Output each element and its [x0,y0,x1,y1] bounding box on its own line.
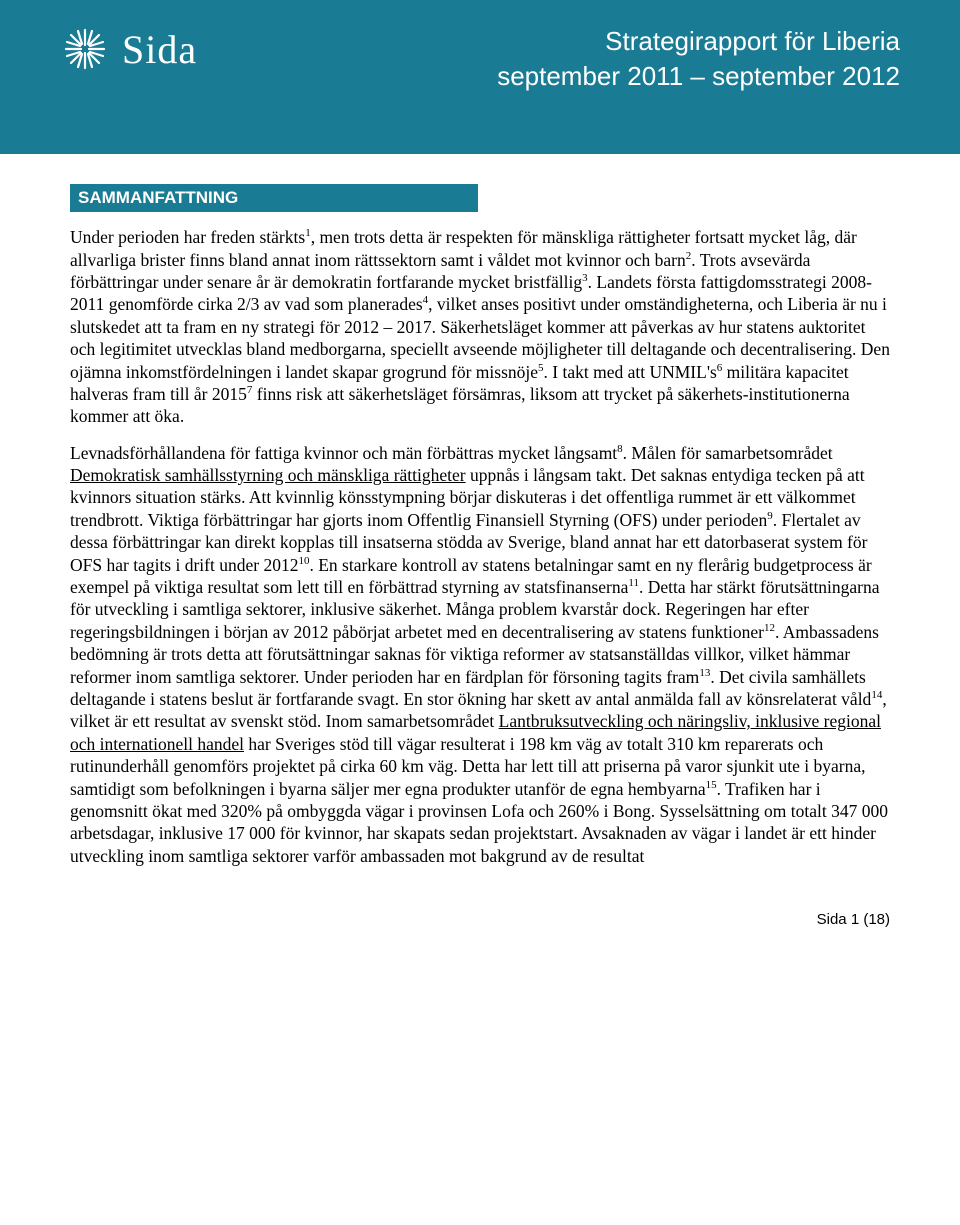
logo-text: Sida [122,26,197,73]
body-text: Under perioden har freden stärkts1, men … [70,226,890,867]
section-label: SAMMANFATTNING [70,184,478,212]
sida-logo-icon [60,24,110,74]
page-footer: Sida 1 (18) [0,901,960,948]
logo-block: Sida [60,24,197,74]
paragraph-1: Under perioden har freden stärkts1, men … [70,226,890,428]
paragraph-2: Levnadsförhållandena för fattiga kvinnor… [70,442,890,867]
content-area: SAMMANFATTNING Under perioden har freden… [0,154,960,901]
header-title-line1: Strategirapport för Liberia [497,24,900,59]
underline-democracy: Demokratisk samhällsstyrning och mänskli… [70,465,466,485]
header-title-line2: september 2011 – september 2012 [497,59,900,94]
header-banner: Sida Strategirapport för Liberia septemb… [0,0,960,154]
header-title: Strategirapport för Liberia september 20… [497,24,900,94]
